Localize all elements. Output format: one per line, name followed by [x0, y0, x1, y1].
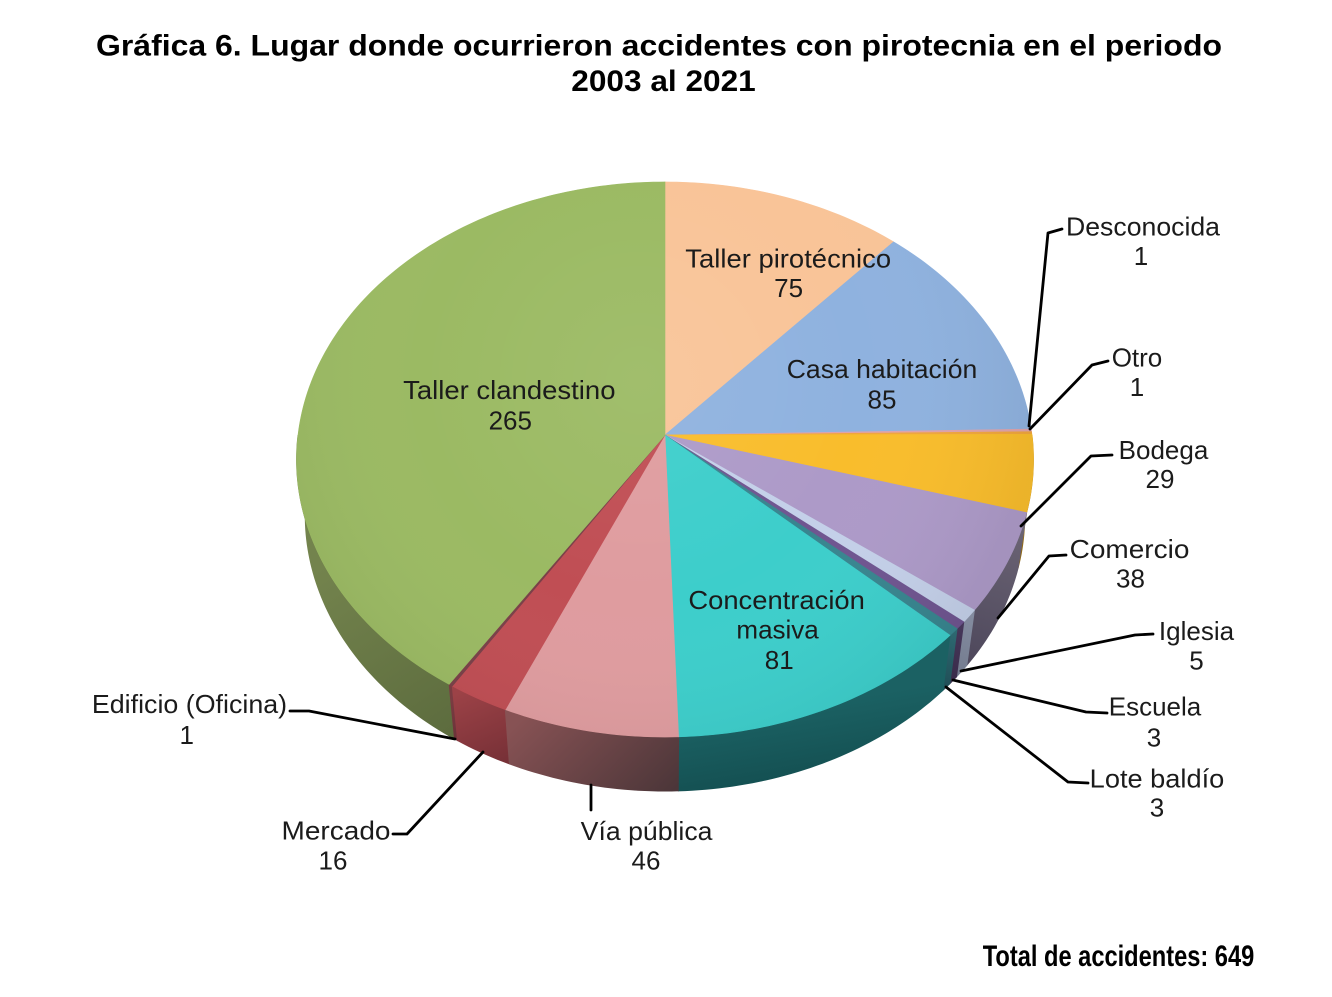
svg-text:masiva: masiva: [736, 614, 819, 644]
svg-text:38: 38: [1116, 563, 1145, 593]
svg-text:29: 29: [1146, 464, 1175, 494]
svg-text:Total de accidentes: 649: Total de accidentes: 649: [983, 940, 1255, 973]
svg-text:Bodega: Bodega: [1119, 435, 1209, 465]
svg-text:85: 85: [868, 385, 897, 415]
svg-text:3: 3: [1150, 793, 1164, 823]
svg-text:Mercado: Mercado: [282, 816, 391, 846]
svg-text:2003 al 2021: 2003 al 2021: [571, 65, 756, 98]
svg-text:Concentración: Concentración: [688, 585, 865, 615]
svg-text:Escuela: Escuela: [1109, 692, 1202, 722]
svg-text:75: 75: [774, 273, 803, 303]
svg-text:Desconocida: Desconocida: [1066, 212, 1221, 242]
svg-text:Otro: Otro: [1112, 343, 1163, 373]
svg-text:1: 1: [179, 720, 193, 750]
svg-text:265: 265: [489, 405, 532, 435]
svg-text:3: 3: [1147, 722, 1161, 752]
svg-text:46: 46: [632, 845, 661, 875]
svg-text:1: 1: [1134, 241, 1148, 271]
svg-text:Gráfica 6. Lugar donde ocurrie: Gráfica 6. Lugar donde ocurrieron accide…: [96, 29, 1222, 62]
svg-text:5: 5: [1189, 646, 1203, 676]
svg-text:Casa habitación: Casa habitación: [787, 354, 978, 384]
svg-text:Vía pública: Vía pública: [581, 816, 713, 846]
svg-text:81: 81: [765, 645, 794, 675]
svg-text:Lote baldío: Lote baldío: [1090, 764, 1225, 794]
svg-text:Comercio: Comercio: [1070, 534, 1190, 564]
svg-text:1: 1: [1130, 372, 1144, 402]
svg-text:Iglesia: Iglesia: [1159, 616, 1235, 646]
svg-text:Taller clandestino: Taller clandestino: [403, 375, 615, 405]
svg-text:Edificio (Oficina): Edificio (Oficina): [92, 689, 287, 719]
svg-text:16: 16: [319, 846, 348, 876]
svg-text:Taller pirotécnico: Taller pirotécnico: [685, 244, 891, 274]
